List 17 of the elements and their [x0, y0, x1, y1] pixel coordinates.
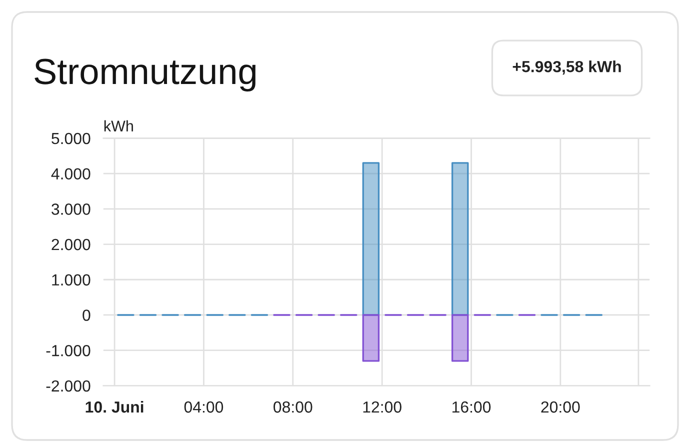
text: +5.993,58 kWh: [512, 60, 621, 75]
x-tick-label: 16:00: [452, 401, 491, 413]
y-tick-label: -1.000: [46, 344, 90, 356]
y-tick-label: 1.000: [52, 274, 90, 286]
y-tick-label: 0: [82, 310, 90, 321]
x-tick-label: 20:00: [541, 401, 580, 413]
y-tick-label: 4.000: [51, 168, 90, 180]
y-tick-label: 3.000: [52, 204, 90, 215]
y-axis-title: kWh: [104, 120, 133, 132]
x-tick-label: 12:00: [363, 401, 402, 413]
y-tick-label: 5.000: [52, 132, 90, 144]
x-tick-label: 10. Juni: [86, 400, 144, 413]
y-tick-label: 2.000: [52, 238, 90, 250]
y-tick-label: -2.000: [46, 380, 90, 392]
chart-title: Stromnutzung: [34, 58, 256, 92]
x-tick-label: 08:00: [274, 401, 312, 413]
x-tick-label: 04:00: [184, 401, 224, 413]
